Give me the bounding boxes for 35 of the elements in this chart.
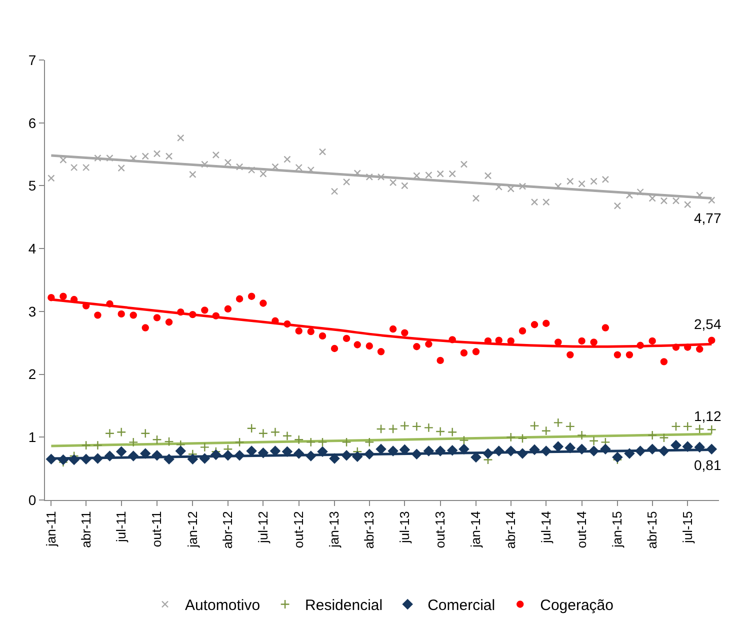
x-tick-label: abr-12 <box>220 511 236 549</box>
x-tick-label: jan-13 <box>326 511 342 548</box>
legend-label: Residencial <box>305 597 383 614</box>
x-tick-label: jan-15 <box>610 511 625 548</box>
x-tick-label: out-11 <box>149 511 164 548</box>
x-tick-label: out-12 <box>291 511 306 548</box>
x-tick-label: out-14 <box>574 511 590 548</box>
y-tick-label: 3 <box>28 303 36 320</box>
x-tick-label: jan-11 <box>43 511 58 548</box>
x-tick-label: abr-13 <box>362 511 377 549</box>
annotation: 1,12 <box>694 408 722 424</box>
x-tick-label: jan-14 <box>468 511 484 548</box>
y-tick-label: 6 <box>28 114 36 131</box>
legend-label: Cogeração <box>540 597 614 614</box>
x-tick-label: jul-14 <box>538 511 554 544</box>
annotation: 2,54 <box>694 316 722 332</box>
annotation: 4,77 <box>694 210 722 226</box>
y-tick-label: 0 <box>28 492 36 508</box>
x-tick-label: jan-12 <box>184 511 200 548</box>
x-tick-label: abr-14 <box>503 511 518 549</box>
legend-label: Comercial <box>428 597 496 614</box>
y-tick-label: 1 <box>28 429 36 446</box>
x-tick-label: abr-15 <box>644 511 660 549</box>
x-tick-label: out-13 <box>432 511 448 548</box>
y-tick-label: 2 <box>28 366 36 382</box>
legend-label: Automotivo <box>185 597 260 614</box>
y-tick-label: 4 <box>28 240 36 256</box>
x-tick-label: jul-15 <box>680 511 695 544</box>
y-tick-label: 7 <box>28 52 36 68</box>
x-tick-label: abr-11 <box>78 511 94 548</box>
y-tick-label: 5 <box>28 178 36 194</box>
annotation: 0,81 <box>694 457 722 473</box>
x-tick-label: jul-13 <box>396 511 412 544</box>
x-tick-label: jul-12 <box>255 511 270 544</box>
x-tick-label: jul-11 <box>114 511 129 544</box>
